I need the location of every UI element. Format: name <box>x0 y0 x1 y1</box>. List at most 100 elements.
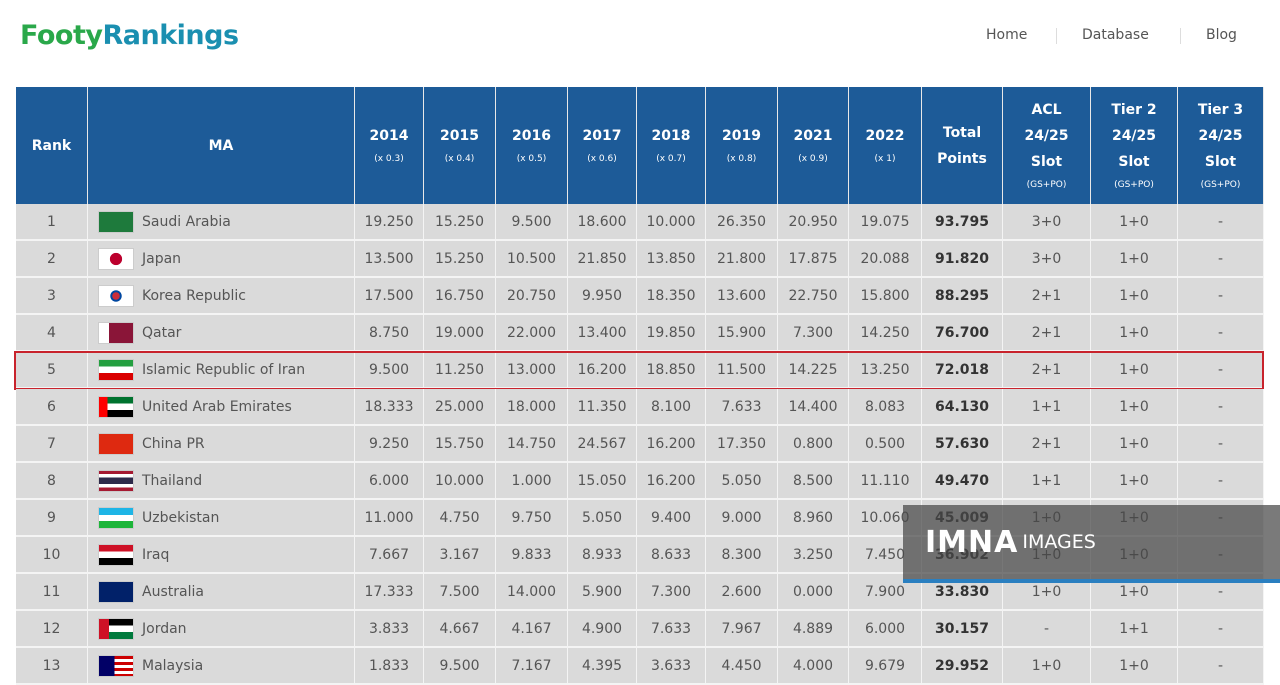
points-cell: 0.000 <box>778 574 849 611</box>
rank-cell: 13 <box>16 648 88 685</box>
header-text: Tier 2 <box>1111 101 1157 118</box>
header-text: 2019 <box>722 127 761 144</box>
header-note: (x 0.6) <box>587 153 617 164</box>
tier2-slot-cell: 1+0 <box>1091 278 1178 315</box>
points-cell: 5.050 <box>568 500 637 537</box>
points-cell: 16.750 <box>424 278 496 315</box>
points-cell: 9.500 <box>496 204 568 241</box>
country-name: Thailand <box>142 472 203 489</box>
header-note: (GS+PO) <box>1114 179 1154 190</box>
points-cell: 9.950 <box>568 278 637 315</box>
column-header: 2017 (x 0.6) <box>568 87 637 204</box>
header-text: Slot <box>1030 153 1063 170</box>
tier3-slot-cell: - <box>1178 389 1264 426</box>
flag-icon <box>98 247 134 270</box>
points-cell: 11.500 <box>706 352 778 389</box>
acl-slot-cell: 3+0 <box>1003 204 1091 241</box>
points-cell: 9.400 <box>637 500 706 537</box>
tier3-slot-cell: - <box>1178 463 1264 500</box>
country-name: Iraq <box>142 546 170 563</box>
total-cell: 49.470 <box>922 463 1003 500</box>
tier3-slot-cell: - <box>1178 204 1264 241</box>
points-cell: 22.000 <box>496 315 568 352</box>
points-cell: 25.000 <box>424 389 496 426</box>
total-cell: 91.820 <box>922 241 1003 278</box>
points-cell: 18.350 <box>637 278 706 315</box>
country-cell: Korea Republic <box>88 278 355 315</box>
watermark-label: IMAGES <box>1022 531 1096 553</box>
acl-slot-cell: 1+1 <box>1003 463 1091 500</box>
acl-slot-cell: 2+1 <box>1003 278 1091 315</box>
points-cell: 16.200 <box>637 463 706 500</box>
nav-separator <box>1056 28 1057 44</box>
points-cell: 9.250 <box>355 426 424 463</box>
nav-link[interactable]: Home <box>986 27 1028 43</box>
points-cell: 11.110 <box>849 463 922 500</box>
tier3-slot-cell: - <box>1178 315 1264 352</box>
points-cell: 8.083 <box>849 389 922 426</box>
header-text: 2017 <box>582 127 622 144</box>
column-header: 2014 (x 0.3) <box>355 87 424 204</box>
points-cell: 14.250 <box>849 315 922 352</box>
flag-icon <box>98 580 134 603</box>
logo-part: Rankings <box>102 20 239 51</box>
rank-cell: 7 <box>16 426 88 463</box>
rank-cell: 10 <box>16 537 88 574</box>
points-cell: 20.950 <box>778 204 849 241</box>
points-cell: 16.200 <box>637 426 706 463</box>
points-cell: 13.400 <box>568 315 637 352</box>
points-cell: 18.000 <box>496 389 568 426</box>
logo[interactable]: FootyRankings <box>20 20 239 51</box>
points-cell: 15.250 <box>424 204 496 241</box>
country-cell: United Arab Emirates <box>88 389 355 426</box>
points-cell: 13.500 <box>355 241 424 278</box>
points-cell: 19.250 <box>355 204 424 241</box>
column-header: 2015 (x 0.4) <box>424 87 496 204</box>
header-note: (x 0.5) <box>516 153 547 164</box>
country-cell: Saudi Arabia <box>88 204 355 241</box>
points-cell: 5.900 <box>568 574 637 611</box>
total-cell: 57.630 <box>922 426 1003 463</box>
logo-part: Footy <box>20 20 103 51</box>
nav-link[interactable]: Blog <box>1206 27 1237 43</box>
nav-link[interactable]: Database <box>1082 27 1149 43</box>
header-text: Slot <box>1204 153 1237 170</box>
points-cell: 9.833 <box>496 537 568 574</box>
points-cell: 4.000 <box>778 648 849 685</box>
points-cell: 10.500 <box>496 241 568 278</box>
points-cell: 19.850 <box>637 315 706 352</box>
points-cell: 9.679 <box>849 648 922 685</box>
flag-icon <box>98 543 134 566</box>
points-cell: 8.300 <box>706 537 778 574</box>
points-cell: 17.500 <box>355 278 424 315</box>
points-cell: 7.667 <box>355 537 424 574</box>
flag-icon <box>98 210 134 233</box>
rank-cell: 11 <box>16 574 88 611</box>
flag-icon <box>98 469 134 492</box>
watermark: IMNA IMAGES <box>903 505 1280 583</box>
points-cell: 17.333 <box>355 574 424 611</box>
tier3-slot-cell: - <box>1178 648 1264 685</box>
points-cell: 7.167 <box>496 648 568 685</box>
acl-slot-cell: 2+1 <box>1003 315 1091 352</box>
points-cell: 8.933 <box>568 537 637 574</box>
total-cell: 64.130 <box>922 389 1003 426</box>
total-cell: 93.795 <box>922 204 1003 241</box>
header-text: Total <box>942 124 982 141</box>
points-cell: 4.450 <box>706 648 778 685</box>
rank-cell: 1 <box>16 204 88 241</box>
header-note: (x 0.8) <box>726 153 757 164</box>
flag-icon <box>98 617 134 640</box>
points-cell: 8.500 <box>778 463 849 500</box>
points-cell: 17.875 <box>778 241 849 278</box>
points-cell: 15.750 <box>424 426 496 463</box>
header-text: 2016 <box>512 127 551 144</box>
points-cell: 11.000 <box>355 500 424 537</box>
header-text: 2021 <box>793 127 833 144</box>
header-text: Points <box>937 150 987 167</box>
points-cell: 2.600 <box>706 574 778 611</box>
acl-slot-cell: 1+1 <box>1003 389 1091 426</box>
country-cell: Thailand <box>88 463 355 500</box>
rank-cell: 2 <box>16 241 88 278</box>
